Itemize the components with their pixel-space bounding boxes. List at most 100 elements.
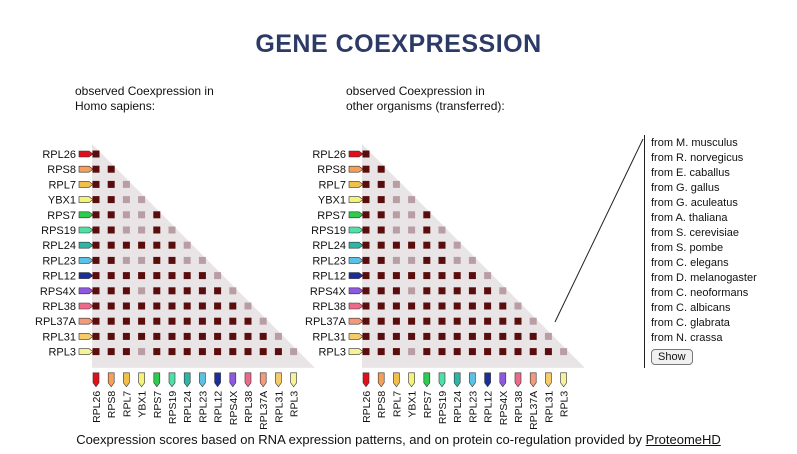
gene-row-marker[interactable] — [348, 226, 364, 234]
gene-row-marker[interactable] — [78, 333, 94, 340]
coexpression-cell[interactable] — [499, 332, 507, 340]
gene-column-marker[interactable] — [377, 372, 385, 388]
gene-row-marker[interactable] — [78, 302, 94, 310]
coexpression-cell[interactable] — [468, 302, 476, 310]
coexpression-cell[interactable] — [92, 302, 100, 310]
gene-row-marker[interactable] — [348, 348, 364, 355]
coexpression-cell[interactable] — [453, 241, 461, 249]
coexpression-cell[interactable] — [214, 302, 222, 310]
gene-column-marker[interactable] — [514, 372, 522, 388]
coexpression-cell[interactable] — [138, 256, 146, 264]
gene-row-marker[interactable] — [348, 241, 364, 249]
coexpression-cell[interactable] — [438, 241, 446, 249]
coexpression-cell[interactable] — [183, 241, 191, 249]
coexpression-cell[interactable] — [183, 348, 191, 356]
gene-column-marker[interactable] — [244, 372, 252, 388]
gene-column-marker[interactable] — [107, 372, 115, 388]
coexpression-cell[interactable] — [408, 226, 416, 234]
legend-item[interactable]: from C. albicans — [651, 302, 731, 314]
coexpression-cell[interactable] — [362, 180, 370, 188]
gene-column-marker[interactable] — [168, 372, 176, 388]
legend-item[interactable]: from C. elegans — [651, 257, 729, 269]
coexpression-cell[interactable] — [107, 348, 115, 356]
coexpression-cell[interactable] — [408, 287, 416, 295]
coexpression-cell[interactable] — [92, 180, 100, 188]
coexpression-cell[interactable] — [229, 317, 237, 325]
coexpression-cell[interactable] — [92, 241, 100, 249]
coexpression-cell[interactable] — [259, 332, 267, 340]
coexpression-cell[interactable] — [362, 211, 370, 219]
coexpression-cell[interactable] — [198, 256, 206, 264]
coexpression-cell[interactable] — [183, 302, 191, 310]
coexpression-cell[interactable] — [153, 241, 161, 249]
legend-item[interactable]: from S. cerevisiae — [651, 227, 740, 239]
gene-column-marker[interactable] — [183, 372, 191, 388]
coexpression-cell[interactable] — [92, 332, 100, 340]
gene-column-marker[interactable] — [123, 372, 130, 388]
coexpression-cell[interactable] — [392, 211, 400, 219]
gene-row-marker[interactable] — [78, 211, 94, 219]
coexpression-cell[interactable] — [392, 256, 400, 264]
coexpression-cell[interactable] — [153, 256, 161, 264]
coexpression-cell[interactable] — [168, 287, 176, 295]
coexpression-cell[interactable] — [408, 272, 416, 280]
coexpression-cell[interactable] — [408, 317, 416, 325]
gene-row-marker[interactable] — [78, 272, 94, 279]
coexpression-cell[interactable] — [138, 287, 146, 295]
coexpression-cell[interactable] — [168, 272, 176, 280]
legend-item[interactable]: from M. musculus — [651, 137, 738, 149]
coexpression-cell[interactable] — [244, 302, 252, 310]
legend-item[interactable]: from A. thaliana — [651, 212, 728, 224]
coexpression-cell[interactable] — [122, 180, 130, 188]
gene-column-marker[interactable] — [275, 372, 282, 388]
gene-row-marker[interactable] — [348, 302, 364, 310]
gene-row-marker[interactable] — [78, 226, 94, 234]
coexpression-cell[interactable] — [423, 241, 431, 249]
coexpression-cell[interactable] — [377, 317, 385, 325]
coexpression-cell[interactable] — [468, 256, 476, 264]
gene-column-marker[interactable] — [529, 372, 537, 388]
coexpression-cell[interactable] — [229, 302, 237, 310]
coexpression-cell[interactable] — [468, 317, 476, 325]
coexpression-cell[interactable] — [122, 226, 130, 234]
coexpression-cell[interactable] — [377, 272, 385, 280]
coexpression-cell[interactable] — [484, 287, 492, 295]
coexpression-cell[interactable] — [499, 317, 507, 325]
legend-item[interactable]: from C. neoformans — [651, 287, 749, 299]
coexpression-cell[interactable] — [122, 196, 130, 204]
coexpression-cell[interactable] — [423, 272, 431, 280]
coexpression-cell[interactable] — [107, 241, 115, 249]
coexpression-cell[interactable] — [392, 196, 400, 204]
coexpression-cell[interactable] — [377, 348, 385, 356]
coexpression-cell[interactable] — [408, 302, 416, 310]
gene-column-marker[interactable] — [138, 372, 145, 388]
coexpression-cell[interactable] — [392, 180, 400, 188]
gene-row-marker[interactable] — [348, 317, 364, 325]
coexpression-cell[interactable] — [198, 272, 206, 280]
coexpression-cell[interactable] — [362, 272, 370, 280]
coexpression-cell[interactable] — [438, 348, 446, 356]
coexpression-cell[interactable] — [153, 211, 161, 219]
coexpression-cell[interactable] — [183, 272, 191, 280]
coexpression-cell[interactable] — [377, 241, 385, 249]
coexpression-cell[interactable] — [183, 317, 191, 325]
coexpression-cell[interactable] — [122, 317, 130, 325]
coexpression-cell[interactable] — [514, 332, 522, 340]
gene-column-marker[interactable] — [560, 372, 567, 388]
coexpression-cell[interactable] — [214, 348, 222, 356]
coexpression-cell[interactable] — [229, 287, 237, 295]
coexpression-cell[interactable] — [138, 196, 146, 204]
coexpression-cell[interactable] — [484, 317, 492, 325]
gene-column-marker[interactable] — [453, 372, 461, 388]
coexpression-cell[interactable] — [138, 302, 146, 310]
coexpression-cell[interactable] — [198, 332, 206, 340]
coexpression-cell[interactable] — [122, 287, 130, 295]
coexpression-cell[interactable] — [153, 348, 161, 356]
coexpression-cell[interactable] — [168, 241, 176, 249]
gene-column-marker[interactable] — [423, 372, 431, 388]
gene-column-marker[interactable] — [408, 372, 415, 388]
coexpression-cell[interactable] — [484, 332, 492, 340]
coexpression-cell[interactable] — [92, 165, 100, 173]
coexpression-cell[interactable] — [408, 241, 416, 249]
coexpression-cell[interactable] — [229, 348, 237, 356]
